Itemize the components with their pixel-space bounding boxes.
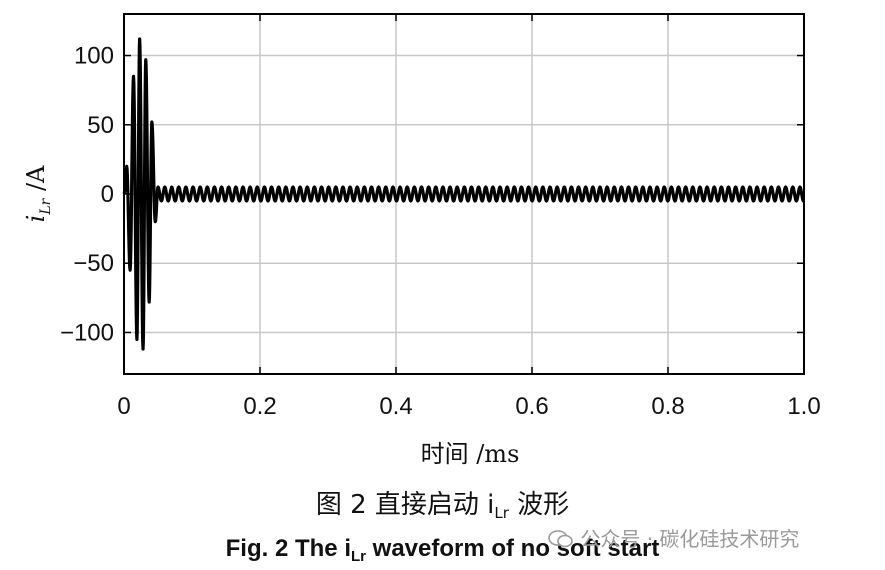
axis-ticks: 0 0.2 0.4 0.6 0.8 1.0 100 50 0 −50 −100 (60, 14, 821, 420)
caption-cn-sub: Lr (494, 504, 509, 522)
x-tick-label: 0.8 (651, 393, 684, 420)
y-tick-label: 50 (87, 112, 114, 139)
caption-en-prefix: Fig. 2 The i (225, 535, 351, 562)
series-line-ilr (122, 37, 806, 351)
x-axis-label: 时间 /ms (421, 440, 520, 468)
series-layer (122, 37, 806, 351)
caption-english: Fig. 2 The iLr waveform of no soft start (0, 535, 885, 565)
caption-en-sub: Lr (350, 548, 366, 565)
y-tick-label: 100 (74, 43, 114, 70)
waveform-chart: 0 0.2 0.4 0.6 0.8 1.0 100 50 0 −50 −100 时间 /ms iLr… (22, 13, 821, 468)
watermark: 公众号 · 碳化硅技术研究 (548, 523, 799, 552)
y-axis-label-unit: /A (22, 165, 50, 199)
x-tick-label: 0 (117, 393, 130, 420)
wechat-icon (548, 530, 573, 548)
y-tick-label: 0 (101, 181, 114, 208)
caption-en-suffix: waveform of no soft start (365, 535, 660, 562)
y-axis-label-main: i (22, 215, 50, 223)
x-tick-label: 1.0 (787, 393, 820, 420)
x-tick-label: 0.4 (379, 393, 412, 420)
y-axis-label-sub: Lr (38, 197, 54, 215)
x-tick-label: 0.6 (515, 393, 548, 420)
caption-cn-suffix: 波形 (508, 490, 570, 520)
watermark-text: 公众号 · 碳化硅技术研究 (580, 527, 800, 551)
y-axis-label: iLr /A (22, 165, 54, 222)
caption-cn-prefix: 图 2 直接启动 i (315, 490, 495, 520)
y-tick-label: −50 (73, 250, 114, 277)
y-tick-label: −100 (60, 319, 114, 346)
caption-chinese: 图 2 直接启动 iLr 波形 (0, 484, 885, 522)
x-tick-label: 0.2 (243, 393, 276, 420)
